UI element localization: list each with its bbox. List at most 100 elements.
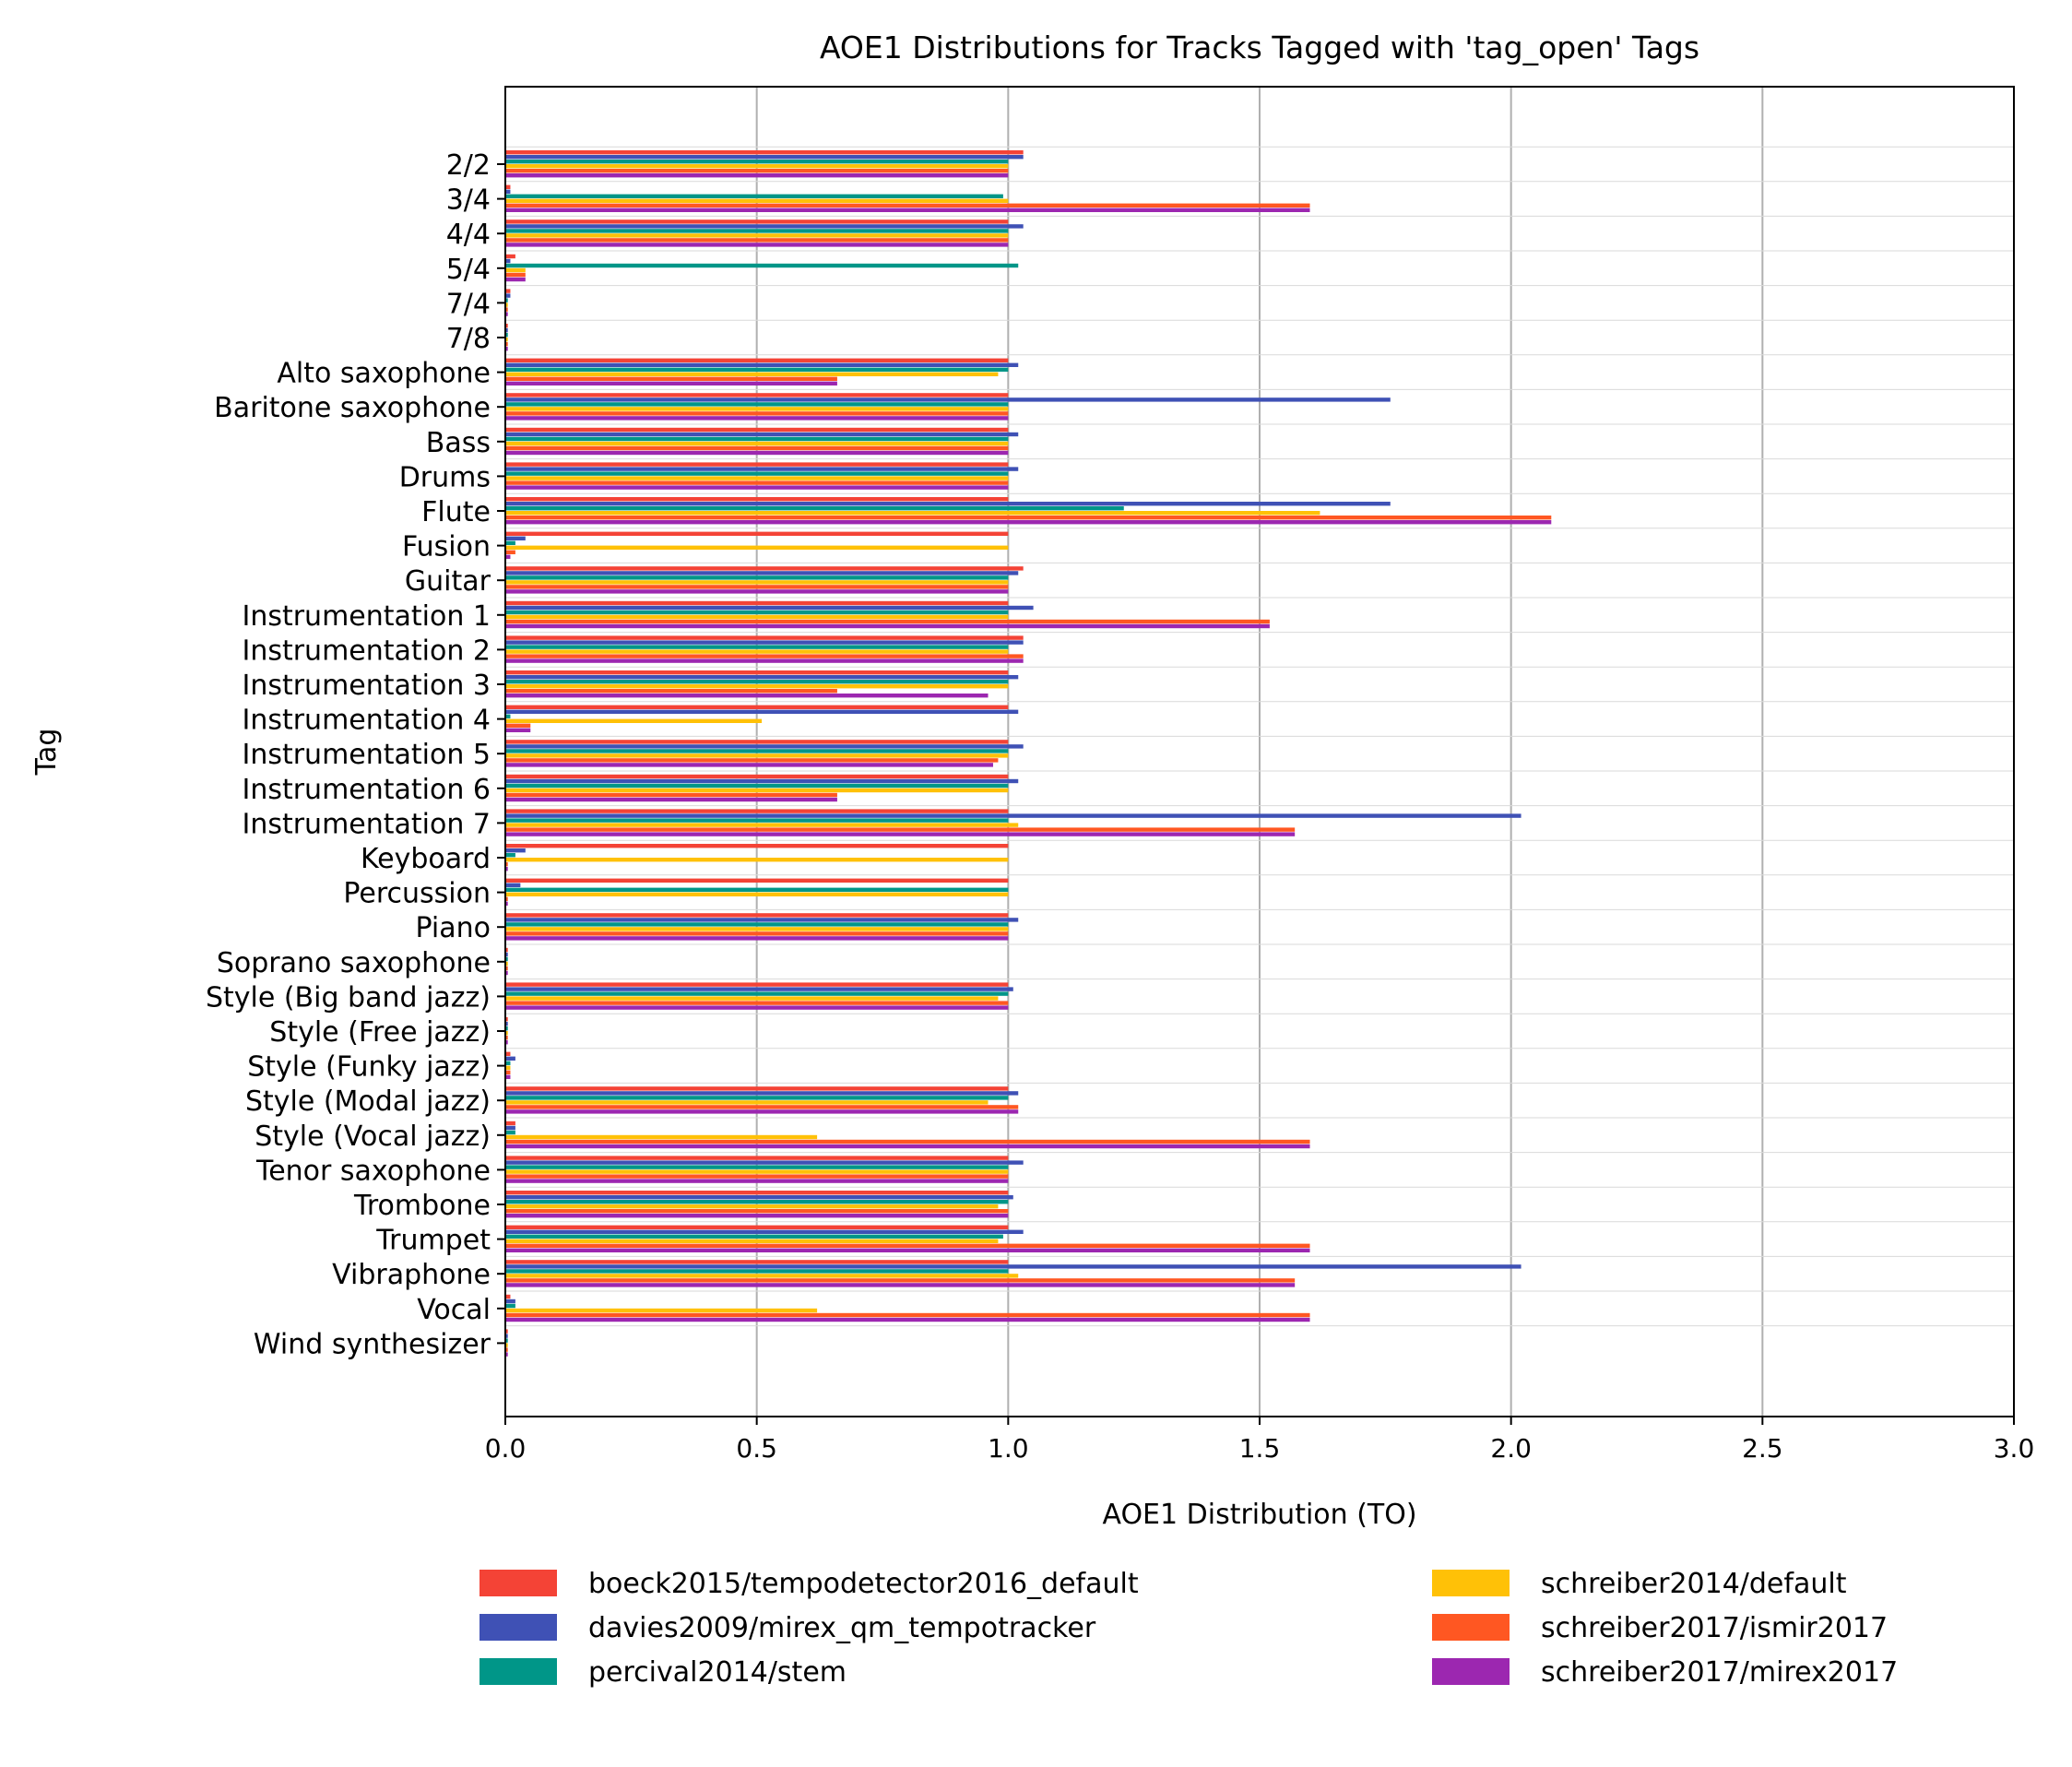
legend-swatch <box>480 1614 557 1641</box>
bar-davies2009-mirex-qm-tempotracker <box>505 432 1019 437</box>
bar-davies2009-mirex-qm-tempotracker <box>505 571 1019 575</box>
bar-schreiber2017-ismir2017 <box>505 342 508 347</box>
bar-schreiber2017-mirex2017 <box>505 832 1296 836</box>
bar-schreiber2017-ismir2017 <box>505 619 1270 624</box>
bar-boeck2015-tempodetector2016-default <box>505 844 1009 848</box>
bar-schreiber2017-ismir2017 <box>505 550 515 554</box>
bar-percival2014-stem <box>505 436 1009 442</box>
x-tick-label: 2.5 <box>1742 1433 1783 1464</box>
y-tick-label: Fusion <box>402 531 491 563</box>
bar-schreiber2014-default <box>505 1031 508 1036</box>
bar-davies2009-mirex-qm-tempotracker <box>505 1125 515 1131</box>
y-tick-label: Trumpet <box>375 1225 491 1257</box>
legend-label: schreiber2017/mirex2017 <box>1541 1656 1898 1689</box>
bar-davies2009-mirex-qm-tempotracker <box>505 155 1024 160</box>
bar-davies2009-mirex-qm-tempotracker <box>505 467 1019 471</box>
bar-percival2014-stem <box>505 991 1009 996</box>
bar-schreiber2014-default <box>505 788 1009 793</box>
bar-schreiber2014-default <box>505 1239 999 1243</box>
bar-boeck2015-tempodetector2016-default <box>505 705 1009 709</box>
bar-schreiber2017-mirex2017 <box>505 312 508 316</box>
bar-schreiber2017-mirex2017 <box>505 1352 508 1357</box>
bar-percival2014-stem <box>505 575 1009 580</box>
bar-schreiber2017-ismir2017 <box>505 1243 1310 1248</box>
bar-percival2014-stem <box>505 610 1009 615</box>
bar-davies2009-mirex-qm-tempotracker <box>505 640 1024 645</box>
bar-boeck2015-tempodetector2016-default <box>505 600 1009 606</box>
bar-schreiber2017-mirex2017 <box>505 1317 1310 1322</box>
bar-schreiber2017-mirex2017 <box>505 554 511 559</box>
bar-schreiber2014-default <box>505 1308 818 1313</box>
bar-percival2014-stem <box>505 922 1009 927</box>
bar-schreiber2014-default <box>505 1065 511 1070</box>
bar-schreiber2017-mirex2017 <box>505 658 1024 663</box>
y-tick-label: Bass <box>426 427 491 459</box>
bar-davies2009-mirex-qm-tempotracker <box>505 848 526 853</box>
bar-schreiber2017-ismir2017 <box>505 966 508 971</box>
bar-schreiber2017-mirex2017 <box>505 1074 511 1079</box>
bar-davies2009-mirex-qm-tempotracker <box>505 813 1521 818</box>
bar-boeck2015-tempodetector2016-default <box>505 1260 1009 1264</box>
bar-percival2014-stem <box>505 402 1009 407</box>
bar-davies2009-mirex-qm-tempotracker <box>505 675 1019 680</box>
y-tick-label: Flute <box>421 496 491 528</box>
bar-davies2009-mirex-qm-tempotracker <box>505 987 1013 991</box>
bar-davies2009-mirex-qm-tempotracker <box>505 1264 1521 1269</box>
grid <box>755 87 1764 1417</box>
legend-swatch <box>1432 1658 1510 1685</box>
bar-davies2009-mirex-qm-tempotracker <box>505 883 521 887</box>
bar-boeck2015-tempodetector2016-default <box>505 1017 508 1022</box>
bar-percival2014-stem <box>505 1026 508 1031</box>
bar-percival2014-stem <box>505 229 1009 233</box>
x-tick-label: 0.0 <box>485 1433 527 1464</box>
y-tick-label: Piano <box>415 912 491 944</box>
bar-schreiber2017-ismir2017 <box>505 203 1310 208</box>
bar-schreiber2014-default <box>505 614 1009 620</box>
bar-schreiber2014-default <box>505 927 1009 931</box>
bar-percival2014-stem <box>505 887 1009 892</box>
x-axis-label: AOE1 Distribution (TO) <box>1102 1499 1416 1531</box>
y-axis-label: Tag <box>30 729 63 777</box>
y-tick-label: Keyboard <box>361 843 491 875</box>
bar-boeck2015-tempodetector2016-default <box>505 1086 1009 1091</box>
bar-schreiber2014-default <box>505 545 1009 550</box>
bar-boeck2015-tempodetector2016-default <box>505 809 1009 813</box>
bar-schreiber2017-mirex2017 <box>505 1214 1009 1218</box>
y-tick-label: Guitar <box>405 565 491 598</box>
bar-schreiber2014-default <box>505 233 1009 238</box>
bar-schreiber2017-mirex2017 <box>505 1144 1310 1149</box>
bar-schreiber2014-default <box>505 996 999 1001</box>
bar-schreiber2017-mirex2017 <box>505 485 1009 490</box>
bar-schreiber2017-ismir2017 <box>505 1070 511 1074</box>
bar-schreiber2014-default <box>505 1343 508 1347</box>
bar-boeck2015-tempodetector2016-default <box>505 1294 511 1299</box>
bar-schreiber2017-ismir2017 <box>505 272 526 278</box>
bar-boeck2015-tempodetector2016-default <box>505 878 1009 883</box>
bar-schreiber2017-ismir2017 <box>505 862 508 867</box>
bar-percival2014-stem <box>505 471 1009 476</box>
bar-schreiber2014-default <box>505 302 508 307</box>
legend-label: schreiber2017/ismir2017 <box>1541 1612 1888 1644</box>
y-tick-label: 7/8 <box>446 323 491 355</box>
x-tick-label: 3.0 <box>1994 1433 2035 1464</box>
bar-percival2014-stem <box>505 263 1019 268</box>
y-tick-label: Style (Big band jazz) <box>206 981 491 1014</box>
bar-schreiber2017-ismir2017 <box>505 585 1009 589</box>
bar-davies2009-mirex-qm-tempotracker <box>505 1022 508 1026</box>
bar-schreiber2017-ismir2017 <box>505 689 837 694</box>
bar-boeck2015-tempodetector2016-default <box>505 150 1024 155</box>
y-tick-label: Instrumentation 4 <box>242 705 491 737</box>
bar-schreiber2017-ismir2017 <box>505 792 837 798</box>
bar-boeck2015-tempodetector2016-default <box>505 219 1009 224</box>
y-tick-label: Vibraphone <box>332 1259 491 1291</box>
bar-schreiber2017-ismir2017 <box>505 376 837 381</box>
bar-davies2009-mirex-qm-tempotracker <box>505 1056 515 1061</box>
bar-schreiber2017-ismir2017 <box>505 1001 1009 1005</box>
bar-schreiber2017-ismir2017 <box>505 169 1009 173</box>
bar-schreiber2017-mirex2017 <box>505 763 993 767</box>
bar-davies2009-mirex-qm-tempotracker <box>505 502 1391 506</box>
bar-percival2014-stem <box>505 1130 515 1135</box>
bar-schreiber2017-ismir2017 <box>505 516 1552 520</box>
x-axis: 0.0 0.5 1.0 1.5 2.0 2.5 3.0 <box>485 1417 2035 1464</box>
